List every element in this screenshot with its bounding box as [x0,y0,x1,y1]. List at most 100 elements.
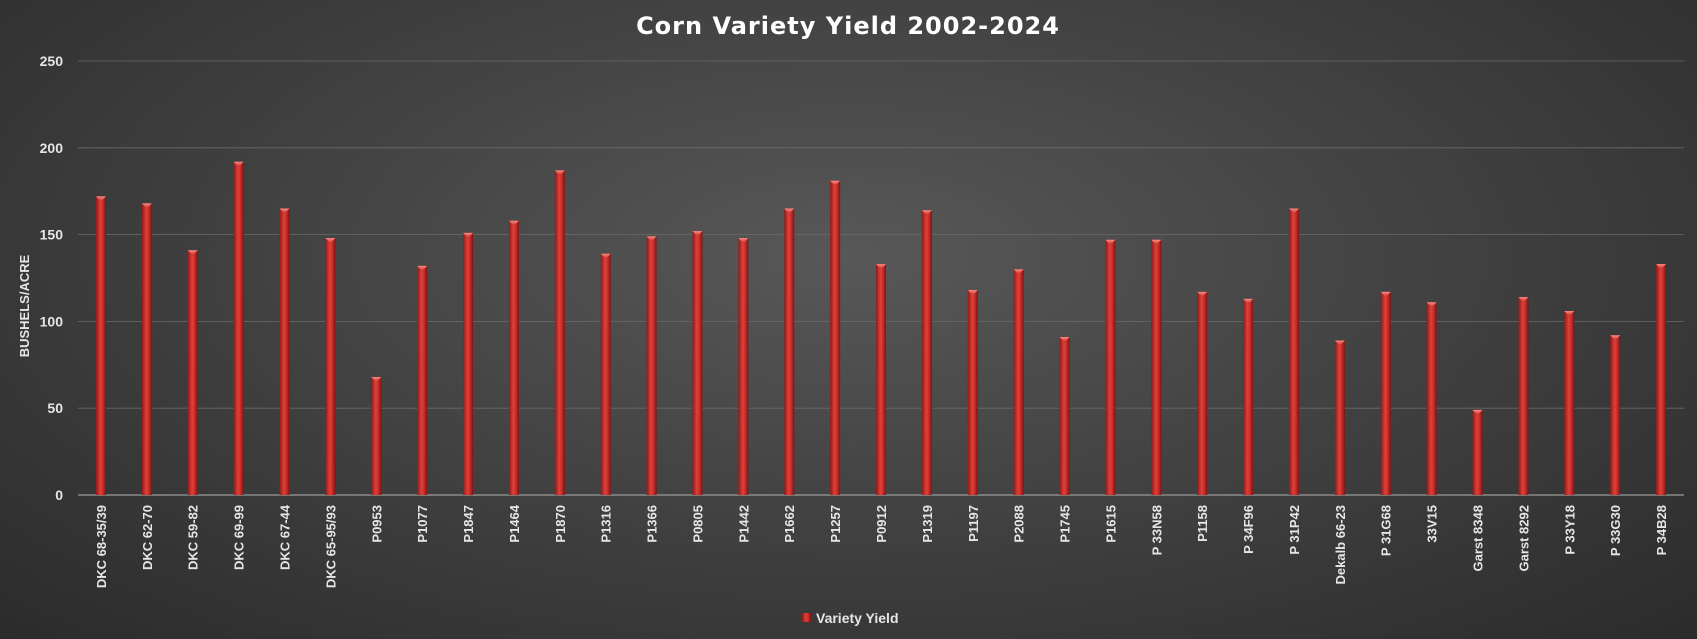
bar [738,238,749,495]
x-tick-label: P 31P42 [1287,505,1302,555]
bar [1518,297,1529,495]
bar-cap [325,238,336,244]
bar-cap [1197,291,1208,297]
x-tick-label: 33V15 [1425,505,1440,543]
x-axis-ticks: DKC 68-35/39 DKC 62-70 DKC 59-82 DKC 69-99 D… [94,504,1669,588]
bar [600,253,611,495]
x-tick-label: P1442 [736,505,751,543]
bar [1656,264,1667,495]
bar [1013,269,1024,495]
bar-cap [371,376,382,382]
bar-cap [876,264,886,270]
bar-cap [738,238,749,244]
bar-cap [1380,291,1391,297]
x-tick-label: P1319 [920,505,935,543]
x-tick-label: P1662 [782,505,797,543]
bar [1243,298,1254,495]
bar-cap [1059,337,1070,343]
bar-cap [1426,302,1437,308]
x-tick-label: P 33N58 [1149,505,1164,555]
x-tick-label: P1615 [1103,505,1118,543]
x-tick-label: P1847 [461,505,476,543]
bar [1151,239,1162,495]
chart-title: Corn Variety Yield 2002-2024 [636,12,1060,40]
bar [233,161,244,496]
bar [1334,340,1345,495]
x-tick-label: P1197 [966,505,981,542]
bar-cap [784,208,795,214]
bar [1564,310,1575,495]
bar-cap [233,161,244,167]
x-tick-label: P1745 [1058,505,1073,543]
bar [141,203,152,496]
bar [279,208,290,495]
x-tick-label: DKC 65-95/93 [323,505,338,588]
y-tick-label: 100 [40,313,64,329]
x-tick-label: P0805 [690,505,705,543]
bar [967,290,978,495]
bar-cap [187,250,198,256]
bar-cap [1564,310,1575,316]
bar [876,264,886,495]
x-tick-label: DKC 59-82 [186,505,201,570]
bar-cap [967,290,978,296]
x-tick-label: Dekalb 66-23 [1333,505,1348,585]
x-tick-label: P1316 [599,505,614,543]
bar [417,265,428,495]
y-tick-label: 250 [40,53,64,69]
x-tick-label: P 31G68 [1379,505,1394,556]
bar [1288,208,1299,495]
bar [1610,335,1621,495]
bar [1380,291,1391,495]
y-tick-label: 50 [47,400,63,416]
bar [1197,291,1208,495]
bar [1059,337,1070,495]
x-tick-label: DKC 67-44 [277,504,292,570]
x-tick-label: P1366 [645,505,660,543]
x-tick-label: DKC 62-70 [140,505,155,570]
bar-cap [646,236,657,242]
x-tick-label: DKC 68-35/39 [94,505,109,588]
x-tick-label: P1158 [1195,505,1210,542]
bar-cap [1243,298,1254,304]
bar-cap [1151,239,1162,245]
x-tick-label: P0953 [369,505,384,543]
bar [1472,409,1483,495]
bar-cap [463,232,474,238]
bar [187,250,198,495]
bar-cap [417,265,428,271]
x-tick-label: P1870 [553,505,568,543]
legend-swatch-icon [802,613,811,622]
bar-cap [1013,269,1024,275]
x-tick-label: P1464 [507,504,522,542]
x-tick-label: P1077 [415,505,430,543]
bar-cap [554,170,565,176]
bar [463,232,474,495]
bar-cap [95,196,106,202]
bar [921,210,932,495]
x-tick-label: P 34F96 [1241,505,1256,554]
bar-cap [1472,409,1483,415]
x-tick-label: DKC 69-99 [232,505,247,570]
x-tick-label: P0912 [874,505,889,543]
legend-label: Variety Yield [816,610,899,626]
x-tick-label: Garst 8348 [1471,505,1486,572]
bar-cap [508,220,519,226]
bar [1426,302,1437,495]
bar-cap [1610,335,1621,341]
y-axis-label: BUSHELS/ACRE [17,254,32,357]
bar-cap [1105,239,1116,245]
x-tick-label: P 33Y18 [1562,505,1577,555]
x-tick-label: P 34B28 [1654,505,1669,555]
y-tick-label: 150 [40,227,64,243]
bar-cap [279,208,290,214]
bar [371,376,382,495]
x-tick-label: Garst 8292 [1516,505,1531,572]
x-tick-label: P 33G30 [1608,505,1623,556]
bar-cap [1334,340,1345,346]
y-tick-label: 0 [55,487,63,503]
x-tick-label: P2088 [1012,505,1027,543]
bar [646,236,657,495]
